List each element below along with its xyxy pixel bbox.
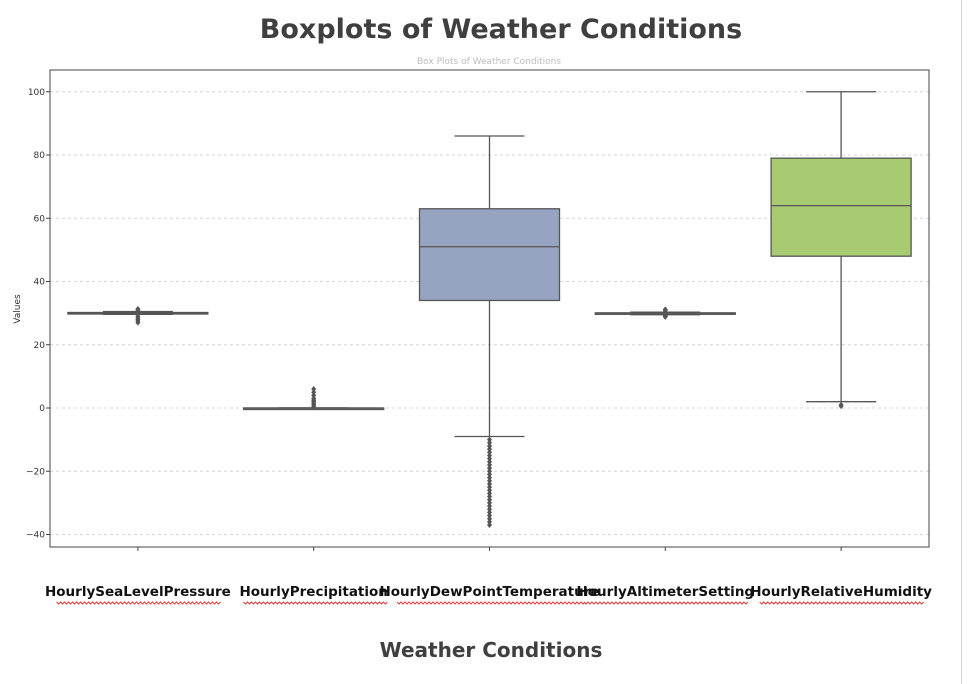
box-HourlyDewPointTemperature [418, 135, 561, 529]
chart-subtitle: Box Plots of Weather Conditions [417, 57, 561, 67]
outlier-point [487, 496, 492, 503]
chart-title: Boxplots of Weather Conditions [259, 14, 743, 45]
y-tick-label: −40 [26, 531, 45, 541]
outlier-point [487, 452, 492, 459]
x-tick-label: HourlyDewPointTemperature [379, 584, 599, 600]
outlier-point [662, 312, 668, 319]
outlier-point [487, 439, 492, 446]
x-axis-title: Weather Conditions [379, 638, 603, 662]
x-tick-label: HourlyPrecipitation [239, 584, 387, 600]
box-iqr [418, 208, 561, 302]
box-HourlySeaLevelPressure [67, 306, 209, 326]
box-HourlyPrecipitation [243, 386, 385, 411]
outlier-point [487, 522, 492, 529]
outlier-point [311, 395, 317, 402]
outlier-point [487, 465, 492, 472]
x-tick-label: HourlyRelativeHumidity [750, 584, 932, 600]
y-axis-label: Values [13, 294, 23, 324]
spellcheck-underline [396, 601, 586, 605]
outlier-point [311, 389, 317, 396]
outlier-point [487, 487, 492, 494]
box-HourlyRelativeHumidity [770, 91, 912, 410]
y-ticks: −40 −20 0 20 40 60 80 100 [26, 88, 50, 541]
y-tick-label: 20 [34, 341, 46, 351]
outlier-point [487, 458, 492, 465]
outlier-point [487, 518, 492, 525]
outlier-point [135, 313, 141, 320]
x-ticks: HourlySeaLevelPressure HourlyPrecipitatio… [45, 547, 932, 605]
y-tick-label: 60 [34, 214, 46, 224]
y-tick-label: 80 [34, 151, 46, 161]
y-tick-label: 100 [28, 88, 45, 98]
outlier-point [487, 484, 492, 491]
box-iqr [770, 157, 912, 257]
outlier-point [487, 512, 492, 519]
spellcheck-underline [759, 601, 925, 605]
spellcheck-underline [583, 601, 749, 605]
x-tick-label: HourlySeaLevelPressure [45, 584, 231, 600]
outlier-point [487, 442, 492, 449]
outlier-point [487, 446, 492, 453]
outlier-point [487, 477, 492, 484]
page-border [961, 0, 962, 684]
outlier-point [487, 471, 492, 478]
outlier-point [487, 493, 492, 500]
outlier-point [487, 468, 492, 475]
spellcheck-underline [243, 601, 388, 605]
outlier-point [487, 480, 492, 487]
outlier-point [135, 306, 141, 313]
outlier-point [662, 306, 668, 313]
outlier-point [487, 449, 492, 456]
outlier-point [487, 436, 492, 443]
outlier-point [311, 386, 317, 393]
spellcheck-underline [56, 601, 221, 605]
outlier-point [487, 490, 492, 497]
y-tick-label: 0 [39, 404, 45, 414]
outlier-point [487, 499, 492, 506]
outlier-point [487, 509, 492, 516]
outlier-point [487, 506, 492, 513]
outlier-point [487, 503, 492, 510]
y-tick-label: 40 [34, 278, 46, 288]
outlier-point [487, 515, 492, 522]
outlier-point [487, 461, 492, 468]
outlier-point [311, 392, 317, 399]
outlier-point [487, 455, 492, 462]
y-tick-label: −20 [26, 467, 45, 477]
x-tick-label: HourlyAltimeterSetting [576, 584, 754, 600]
outlier-point [838, 403, 844, 410]
box-HourlyAltimeterSetting [594, 306, 736, 320]
outlier-point [487, 474, 492, 481]
boxes [67, 91, 912, 529]
